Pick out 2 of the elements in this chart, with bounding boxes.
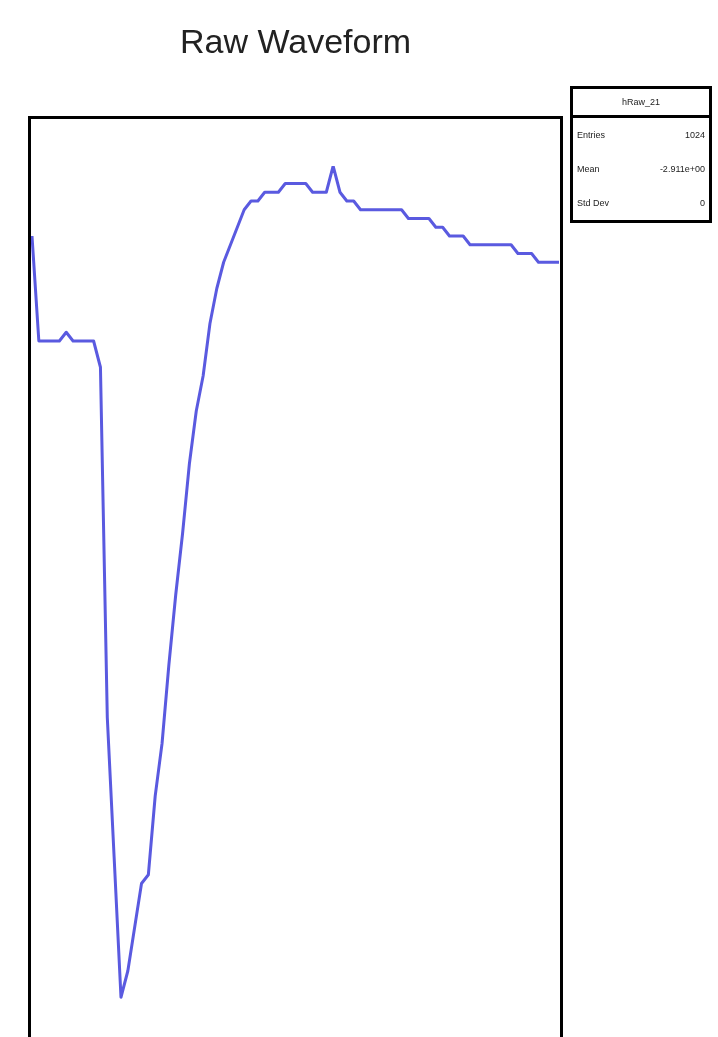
stats-box: hRaw_21 Entries 1024 Mean -2.911e+00 Std Dev 0 xyxy=(570,86,712,223)
chart-title: Raw Waveform xyxy=(178,22,413,61)
